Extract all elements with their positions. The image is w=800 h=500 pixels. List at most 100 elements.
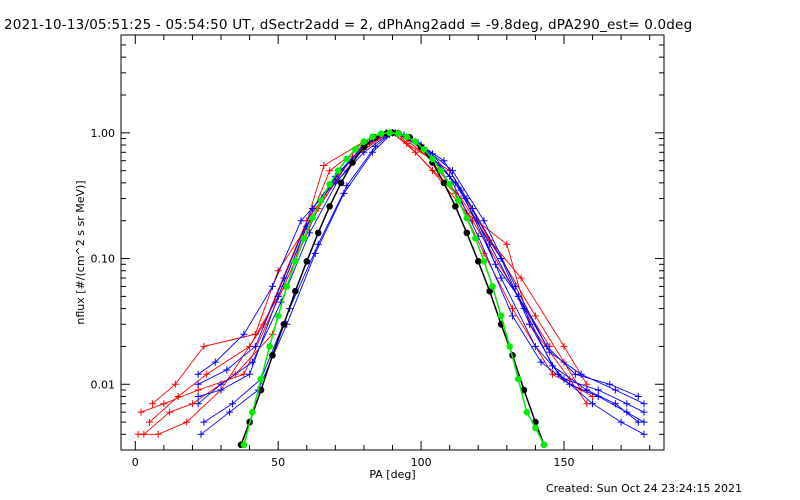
series-point-blue <box>251 342 259 350</box>
series-point-blue <box>306 229 314 237</box>
series-point-blue <box>268 282 276 290</box>
x-tick-label: 100 <box>411 456 432 469</box>
series-point-red <box>326 167 334 175</box>
series-point-blue <box>463 195 471 203</box>
fit-point-green <box>309 214 316 222</box>
series-point-blue <box>611 386 619 394</box>
fit-point-green <box>463 214 471 222</box>
fit-point-green <box>412 138 419 146</box>
series-point-blue <box>194 392 202 400</box>
fit-point-black <box>452 203 459 210</box>
series-point-red <box>137 408 145 416</box>
series-point-blue <box>194 400 202 408</box>
series-point-blue <box>200 418 208 426</box>
fit-point-black <box>280 320 288 328</box>
series-line-blue-6 <box>197 132 645 413</box>
series-point-red <box>148 400 156 408</box>
fit-point-green <box>360 138 368 146</box>
series-line-red-2 <box>138 132 582 435</box>
series-point-red <box>174 392 182 400</box>
series-point-red <box>200 342 208 350</box>
series-point-blue <box>546 348 554 356</box>
plot-frame <box>120 34 665 451</box>
fit-point-green <box>489 283 496 290</box>
series-line-blue-9 <box>200 132 645 435</box>
fit-point-green <box>369 133 376 141</box>
x-tick-label: 150 <box>553 456 574 469</box>
series-point-blue <box>194 380 202 388</box>
series-line-blue-8 <box>197 133 639 397</box>
series-point-blue <box>509 312 517 320</box>
series-point-red <box>503 240 511 248</box>
data-layer <box>134 129 648 449</box>
series-point-blue <box>640 400 648 408</box>
series-point-blue <box>526 320 534 328</box>
series-point-blue <box>226 408 234 416</box>
series-point-red <box>203 370 211 378</box>
fit-point-black <box>463 229 471 237</box>
fit-point-green <box>240 441 248 449</box>
series-point-blue <box>440 157 448 165</box>
series-point-red <box>517 274 525 282</box>
series-point-blue <box>589 400 597 408</box>
series-point-blue <box>240 330 248 338</box>
series-line-red-4 <box>152 132 551 405</box>
series-point-blue <box>194 370 202 378</box>
fit-point-green <box>292 258 299 265</box>
series-point-blue <box>217 380 225 388</box>
series-point-red <box>183 418 191 426</box>
fit-point-black <box>326 203 333 210</box>
series-point-blue <box>491 260 499 268</box>
series-point-blue <box>311 249 319 257</box>
fit-point-green <box>283 283 291 290</box>
y-tick-label: 0.01 <box>91 378 116 391</box>
series-point-red <box>154 430 162 438</box>
series-point-blue <box>511 282 519 290</box>
series-point-blue <box>611 400 619 408</box>
fit-point-green <box>317 197 325 204</box>
fit-point-black <box>292 287 299 295</box>
fit-point-green <box>326 180 333 188</box>
series-point-blue <box>228 400 236 408</box>
series-point-red <box>509 305 517 313</box>
fit-point-green <box>249 408 256 416</box>
fit-point-green <box>506 343 513 350</box>
series-point-blue <box>583 386 591 394</box>
series-point-red <box>429 167 437 175</box>
series-point-blue <box>340 189 348 197</box>
fit-point-black <box>474 258 482 265</box>
fit-point-black <box>440 179 448 187</box>
fit-point-green <box>377 130 385 137</box>
series-point-blue <box>634 392 642 400</box>
series-point-blue <box>640 430 648 438</box>
series-line-red-0 <box>140 132 593 413</box>
fit-point-green <box>403 133 411 141</box>
series-point-blue <box>246 370 254 378</box>
fit-point-black <box>314 229 322 237</box>
series-point-red <box>166 408 174 416</box>
series-point-blue <box>531 342 539 350</box>
series-point-blue <box>280 274 288 282</box>
fit-point-green <box>386 129 393 137</box>
x-tick-label: 50 <box>271 456 285 469</box>
fit-point-green <box>343 155 351 163</box>
series-point-blue <box>223 366 231 374</box>
series-point-blue <box>640 408 648 416</box>
fit-point-black <box>269 351 276 359</box>
series-point-blue <box>497 274 505 282</box>
series-point-red <box>251 330 259 338</box>
series-point-red <box>140 430 148 438</box>
series-point-blue <box>486 240 494 248</box>
series-point-blue <box>449 167 457 175</box>
series-point-blue <box>594 386 602 394</box>
fit-point-green <box>446 180 453 188</box>
fit-point-black <box>520 386 528 394</box>
series-point-red <box>160 400 168 408</box>
series-point-blue <box>617 418 625 426</box>
series-point-red <box>171 380 179 388</box>
fit-point-green <box>480 258 488 265</box>
y-axis-title: nflux [#/(cm^2 s sr MeV)] <box>74 180 87 324</box>
fit-point-green <box>300 234 308 242</box>
created-timestamp: Created: Sun Oct 24 23:24:15 2021 <box>545 482 742 495</box>
